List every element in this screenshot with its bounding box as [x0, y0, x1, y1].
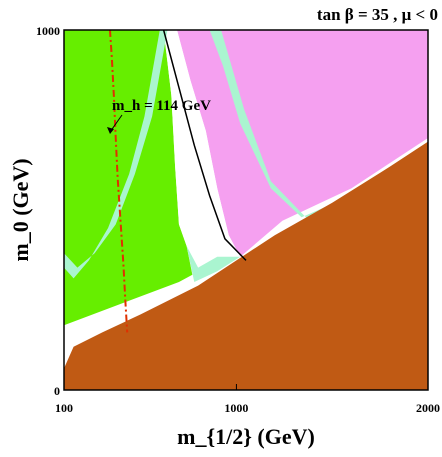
chart-title: tan β = 35 , μ < 0	[317, 5, 438, 24]
plot-frame	[63, 29, 429, 391]
y-axis-label: m_0 (GeV)	[8, 158, 33, 261]
relic-band-bottom	[186, 246, 241, 282]
white-region	[163, 30, 241, 268]
mh-annotation: m_h = 114 GeV	[112, 98, 211, 114]
y-tick-label: 0	[54, 384, 60, 398]
x-tick-label: 1000	[224, 401, 248, 415]
plot-area	[64, 30, 428, 390]
annotation-arrow-head	[107, 127, 114, 134]
x-axis-label: m_{1/2} (GeV)	[177, 424, 315, 449]
y-tick-label: 1000	[36, 24, 60, 38]
brown-region	[64, 141, 428, 390]
mh-114-contour	[108, 30, 129, 333]
boundary-line	[162, 30, 247, 261]
relic-band-upper	[209, 30, 352, 221]
relic-band-lower	[64, 30, 168, 279]
x-tick-label: 2000	[416, 401, 440, 415]
x-tick-label: 100	[55, 401, 73, 415]
pink-region	[177, 30, 428, 257]
